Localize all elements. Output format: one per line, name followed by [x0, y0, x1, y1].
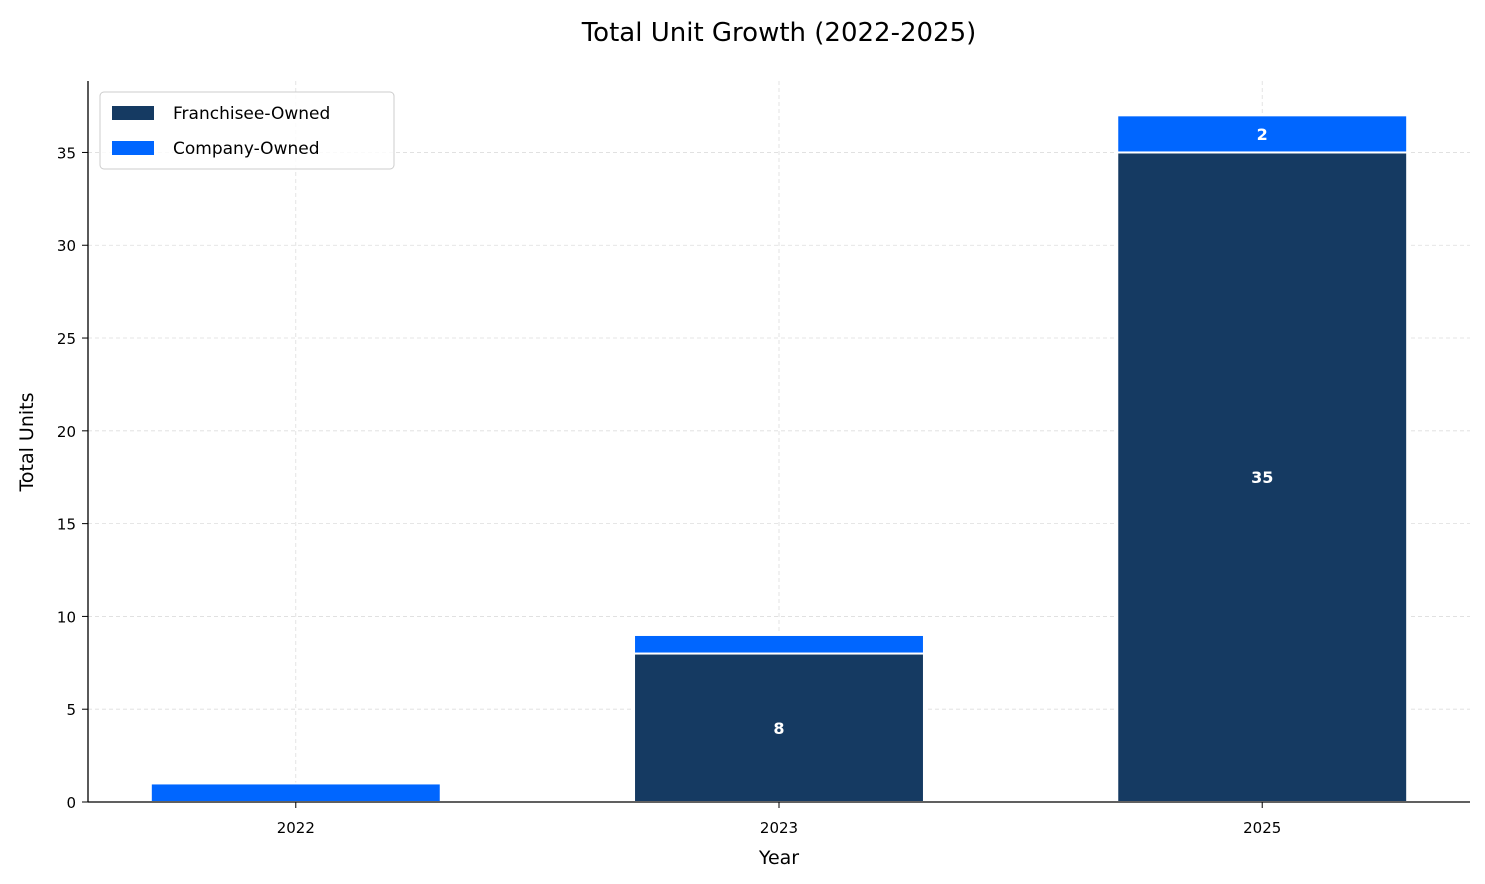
- bar-company-owned-2023: [633, 633, 925, 655]
- bars-group: [149, 114, 1409, 804]
- bar-company-owned-2025: [1116, 114, 1409, 154]
- legend-label: Company-Owned: [173, 139, 320, 159]
- y-tick-label: 15: [57, 516, 76, 534]
- legend: Franchisee-Owned Company-Owned: [99, 91, 395, 170]
- y-axis-label: Total Units: [16, 393, 38, 493]
- x-tick-label: 2025: [1243, 819, 1281, 837]
- legend-swatch: [112, 106, 154, 120]
- y-tick-label: 0: [66, 794, 76, 812]
- bar-labels-group: 8 35 2: [773, 125, 1273, 738]
- y-ticks: 0 5 10 15 20 25 30 35: [57, 144, 88, 812]
- legend-box: [99, 91, 395, 170]
- chart-title: Total Unit Growth (2022-2025): [581, 18, 977, 48]
- x-tick-label: 2023: [760, 819, 798, 837]
- y-tick-label: 30: [57, 237, 76, 255]
- bar-label-franchisee-owned-2023: 8: [773, 719, 784, 738]
- bar-label-franchisee-owned-2025: 35: [1251, 468, 1273, 487]
- legend-swatch: [112, 141, 154, 155]
- y-tick-label: 10: [57, 608, 76, 626]
- y-tick-label: 35: [57, 144, 76, 162]
- x-tick-label: 2022: [277, 819, 315, 837]
- x-ticks: 2022 2023 2025: [277, 802, 1281, 837]
- x-axis-label: Year: [758, 847, 799, 869]
- bar-franchisee-owned-2025: [1116, 151, 1409, 804]
- y-tick-label: 25: [57, 330, 76, 348]
- bar-label-company-owned-2025: 2: [1257, 125, 1268, 144]
- bar-franchisee-owned-2023: [633, 652, 925, 804]
- legend-label: Franchisee-Owned: [173, 104, 330, 124]
- y-tick-label: 20: [57, 423, 76, 441]
- y-tick-label: 5: [66, 701, 76, 719]
- bar-company-owned-2022: [149, 782, 442, 804]
